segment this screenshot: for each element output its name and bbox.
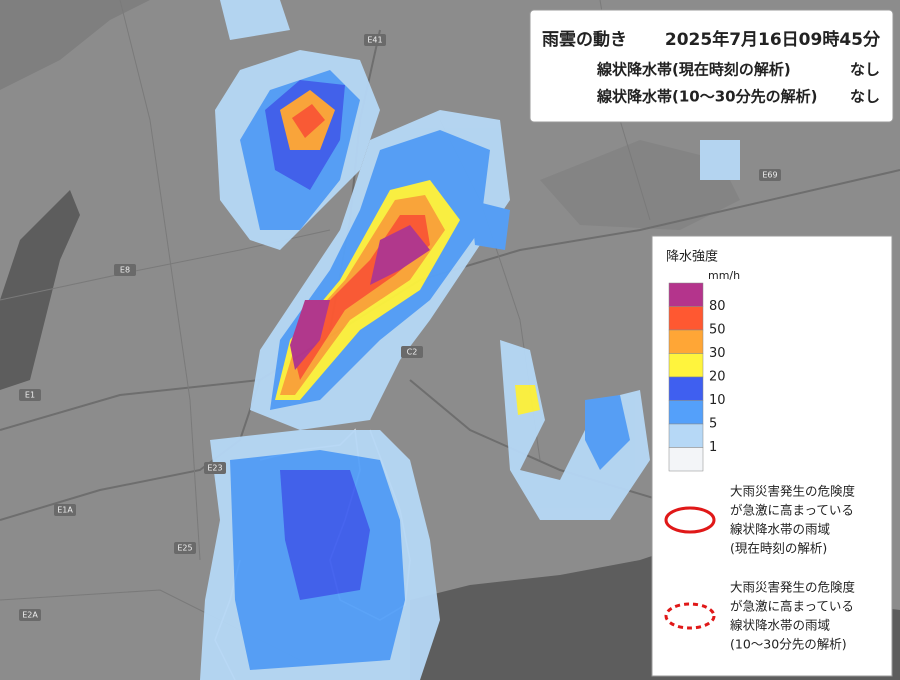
- status-panel: 雨雲の動き 2025年7月16日09時45分 線状降水帯(現在時刻の解析) なし…: [529, 9, 894, 123]
- panel-title: 雨雲の動き: [542, 29, 627, 50]
- legend-swatch: [668, 423, 704, 448]
- legend-note: 線状降水帯の雨域: [730, 522, 830, 537]
- legend-swatch: [668, 329, 704, 354]
- road-badge: [364, 34, 386, 46]
- legend-threshold: 50: [709, 323, 726, 338]
- road-label: E69: [762, 171, 777, 180]
- legend-swatch: [668, 282, 704, 307]
- road-label: E25: [177, 544, 192, 553]
- terrain: [0, 0, 150, 90]
- legend-threshold: 10: [709, 393, 726, 408]
- road-badge: [19, 389, 41, 401]
- road-label: E1A: [57, 506, 73, 515]
- road-badge: [114, 264, 136, 276]
- road-label: E2A: [22, 611, 38, 620]
- status-value: なし: [850, 88, 880, 106]
- dashed-outline-key: [664, 602, 716, 630]
- legend-note: 大雨災害発生の危険度: [730, 580, 855, 595]
- legend-note: 大雨災害発生の危険度: [730, 484, 855, 499]
- legend-note: が急激に高まっている: [730, 599, 854, 614]
- legend-swatch: [668, 447, 704, 472]
- legend-note: (10～30分先の解析): [730, 637, 847, 652]
- road-label: C2: [407, 348, 418, 357]
- legend-threshold: 5: [709, 417, 717, 432]
- legend-threshold: 80: [709, 299, 726, 314]
- legend-swatch: [668, 353, 704, 378]
- solid-outline-key: [664, 506, 716, 534]
- road-label: E8: [120, 266, 130, 275]
- map-labels: E41 E1 E1A E23 E25 E69 C2 E8 E2A: [19, 34, 781, 621]
- legend-swatch: [668, 306, 704, 331]
- status-label: 線状降水帯(10～30分先の解析): [596, 88, 817, 106]
- road-label: E23: [207, 464, 222, 473]
- legend-unit: mm/h: [708, 269, 740, 282]
- panel-bg: [529, 9, 894, 123]
- legend-threshold: 20: [709, 370, 726, 385]
- status-label: 線状降水帯(現在時刻の解析): [596, 61, 791, 79]
- road-badge: [204, 462, 226, 474]
- legend-title: 降水強度: [666, 249, 718, 265]
- road-badge: [174, 542, 196, 554]
- legend-note: 線状降水帯の雨域: [730, 618, 830, 633]
- legend-threshold: 30: [709, 346, 726, 361]
- status-value: なし: [850, 61, 880, 79]
- road-badge: [19, 609, 41, 621]
- road-badge: [759, 169, 781, 181]
- legend-threshold: 1: [709, 440, 717, 455]
- timestamp: 2025年7月16日09時45分: [665, 29, 881, 50]
- legend-swatch: [668, 376, 704, 401]
- legend-note: が急激に高まっている: [730, 503, 854, 518]
- road-badge: [54, 504, 76, 516]
- rain-echo: [200, 0, 740, 680]
- legend-note: (現在時刻の解析): [730, 541, 827, 556]
- legend: 降水強度 mm/h 80 50 30 20 10 5 1 大雨災害発生の危険度が急激に高まって…: [651, 235, 893, 677]
- road-label: E1: [25, 391, 35, 400]
- road-label: E41: [367, 36, 382, 45]
- legend-swatch: [668, 400, 704, 425]
- road-badge: [401, 346, 423, 358]
- lake: [0, 190, 80, 390]
